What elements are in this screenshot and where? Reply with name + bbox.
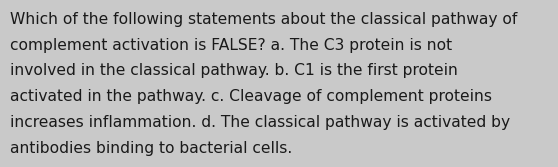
Text: Which of the following statements about the classical pathway of: Which of the following statements about …: [10, 12, 517, 27]
Text: complement activation is FALSE? a. The C3 protein is not: complement activation is FALSE? a. The C…: [10, 38, 452, 53]
Text: antibodies binding to bacterial cells.: antibodies binding to bacterial cells.: [10, 141, 292, 156]
Text: increases inflammation. d. The classical pathway is activated by: increases inflammation. d. The classical…: [10, 115, 510, 130]
Text: involved in the classical pathway. b. C1 is the first protein: involved in the classical pathway. b. C1…: [10, 63, 458, 78]
Text: activated in the pathway. c. Cleavage of complement proteins: activated in the pathway. c. Cleavage of…: [10, 89, 492, 104]
